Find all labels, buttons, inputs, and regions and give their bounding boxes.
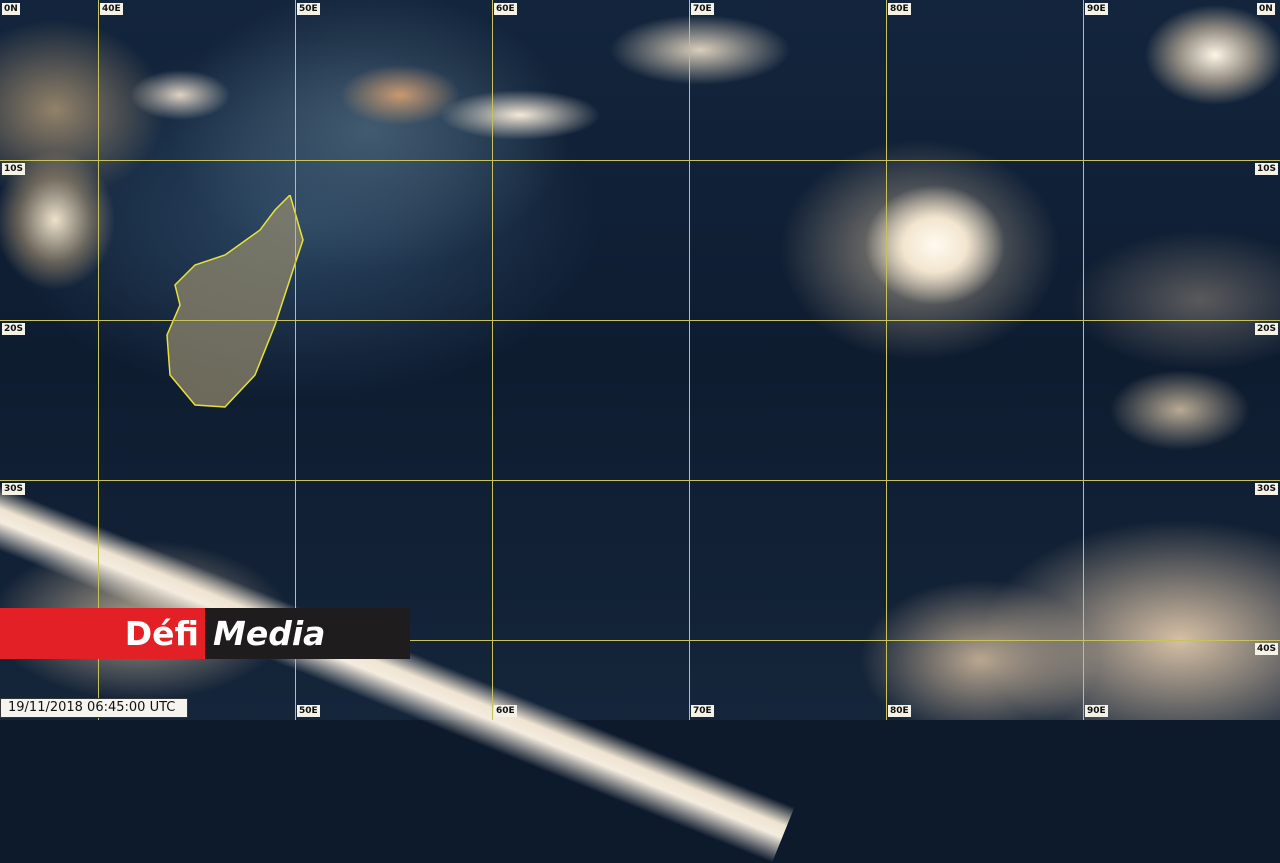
label-bottom: 80E	[888, 705, 911, 717]
label-top: 0N	[2, 3, 20, 15]
label-right: 20S	[1255, 323, 1279, 335]
meridian-70e	[689, 0, 690, 720]
label-left: 30S	[2, 483, 26, 495]
label-left: 10S	[2, 163, 26, 175]
label-right: 10S	[1255, 163, 1279, 175]
logo-text-defi: Défi	[124, 614, 199, 653]
label-right: 40S	[1255, 643, 1279, 655]
parallel-30s	[0, 480, 1280, 481]
label-right: 30S	[1255, 483, 1279, 495]
label-top: 0N	[1257, 3, 1275, 15]
meridian-90e	[1083, 0, 1084, 720]
logo-red-block: Défi	[0, 608, 205, 659]
defi-media-logo: Défi Media	[0, 608, 410, 659]
label-top: 50E	[297, 3, 320, 15]
label-bottom: 50E	[297, 705, 320, 717]
meridian-80e	[886, 0, 887, 720]
logo-text-media: Media	[213, 614, 326, 653]
madagascar-outline	[166, 195, 304, 408]
label-top: 80E	[888, 3, 911, 15]
label-bottom: 70E	[691, 705, 714, 717]
label-bottom: 60E	[494, 705, 517, 717]
label-top: 40E	[100, 3, 123, 15]
meridian-40e	[98, 0, 99, 720]
label-left: 20S	[2, 323, 26, 335]
meridian-50e	[295, 0, 296, 720]
parallel-20s	[0, 320, 1280, 321]
meridian-60e	[492, 0, 493, 720]
logo-dark-block: Media	[205, 608, 410, 659]
label-top: 60E	[494, 3, 517, 15]
parallel-40s	[0, 640, 1280, 641]
label-top: 90E	[1085, 3, 1108, 15]
timestamp: 19/11/2018 06:45:00 UTC	[0, 698, 188, 718]
label-bottom: 90E	[1085, 705, 1108, 717]
label-top: 70E	[691, 3, 714, 15]
parallel-10s	[0, 160, 1280, 161]
